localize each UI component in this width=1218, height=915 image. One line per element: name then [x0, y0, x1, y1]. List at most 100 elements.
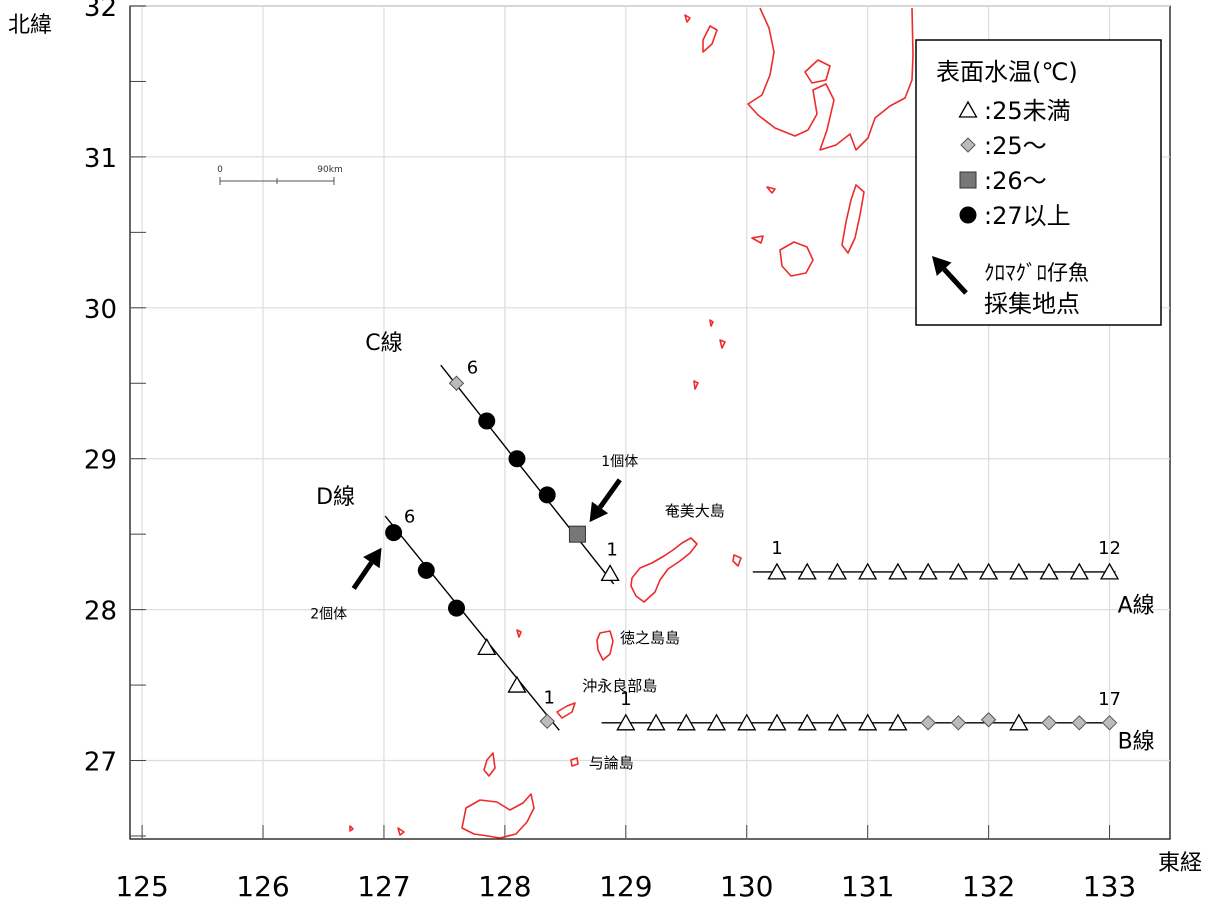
survey-line-B線: B線 1 17	[601, 689, 1155, 754]
line-start-station-label: 1	[606, 539, 617, 560]
line-name-label: B線	[1118, 729, 1155, 754]
legend-box	[915, 39, 1162, 326]
station-marker-triangle	[1009, 713, 1029, 731]
transect-line	[384, 515, 560, 731]
station-marker-circle	[959, 206, 977, 224]
axis-labels: 125 126 127 128 129 130 131 132 133272829303132北…	[8, 0, 1202, 903]
survey-line-D線: D線 1 6	[316, 485, 560, 731]
station-marker-circle	[417, 561, 435, 579]
arrow-head	[363, 547, 382, 569]
station-marker-triangle	[858, 562, 878, 580]
transect-line	[440, 364, 615, 585]
line-start-station-label: 1	[543, 687, 554, 708]
arrow-head	[932, 256, 952, 277]
y-tick-label: 28	[84, 597, 117, 627]
station-marker-triangle	[706, 713, 727, 731]
line-start-station-label: 1	[620, 689, 631, 710]
catch-arrow	[589, 478, 622, 523]
coast-iheya	[516, 629, 522, 638]
station-marker-square	[568, 525, 586, 543]
station-marker-triangle	[646, 713, 666, 731]
line-end-station-label: 6	[467, 357, 478, 378]
station-marker-triangle	[767, 562, 787, 580]
station-marker-triangle	[827, 713, 848, 731]
y-tick-label: 30	[84, 295, 117, 325]
station-marker-triangle	[737, 713, 757, 731]
station-marker-triangle	[1009, 562, 1029, 580]
station-marker-triangle	[948, 562, 968, 580]
legend-item-label: :27以上	[984, 202, 1071, 230]
coast-tanegashima	[841, 184, 865, 254]
arrow-shaft	[351, 561, 374, 590]
scale-bar-start-label: 0	[217, 165, 223, 175]
x-tick-label: 132	[962, 870, 1015, 903]
y-axis-title: 北緯	[8, 13, 52, 38]
coast-ie	[397, 827, 405, 836]
island-label: 与論島	[589, 754, 634, 772]
island-label: 沖永良部島	[582, 677, 657, 695]
station-marker-triangle	[888, 562, 908, 580]
coast-tokara-c	[709, 319, 714, 327]
y-tick-label: 29	[84, 446, 117, 476]
legend-arrow	[932, 256, 968, 295]
survey-lines: A線 1 12 B線 1 17 C線 1 6 D線 1 6 1個体 2個体	[310, 331, 1154, 754]
grid	[130, 5, 1170, 839]
coast-tokunoshima	[596, 630, 614, 661]
station-marker-triangle	[507, 675, 527, 693]
line-end-station-label: 12	[1098, 538, 1121, 559]
coast-okinawa-north	[483, 752, 496, 777]
station-marker-triangle	[767, 713, 787, 731]
line-name-label: C線	[365, 331, 402, 356]
catch-count-label: 1個体	[601, 454, 638, 470]
coast-mishima	[766, 186, 776, 194]
station-marker-circle	[478, 412, 496, 430]
coast-okinoerabu	[556, 702, 576, 719]
x-tick-label: 126	[236, 870, 289, 903]
catch-count-label: 2個体	[310, 606, 347, 622]
x-tick-label: 133	[1083, 870, 1136, 903]
coast-amami	[630, 537, 698, 603]
x-axis-title: 東経	[1158, 851, 1202, 876]
x-tick-label: 129	[599, 870, 652, 903]
x-tick-label: 127	[357, 870, 410, 903]
scale-bar: 0 90km	[217, 165, 343, 185]
catch-point: 2個体	[310, 547, 382, 622]
x-tick-label: 128	[478, 870, 531, 903]
arrow-shaft	[597, 478, 622, 509]
coast-kuchinoerabu	[751, 235, 764, 244]
coast-tokara-a	[719, 339, 726, 349]
station-marker-circle	[385, 524, 403, 542]
station-marker-square	[959, 171, 977, 189]
y-tick-label: 32	[84, 0, 117, 23]
catch-arrow	[351, 547, 382, 590]
legend-title: 表面水温(℃)	[936, 58, 1078, 86]
station-marker-diamond	[1101, 715, 1118, 731]
y-tick-label: 31	[84, 144, 117, 174]
coast-yoron	[570, 757, 579, 767]
legend-item-label: :25～	[984, 132, 1047, 160]
coast-okinawa	[461, 793, 535, 839]
legend-item-label: :26～	[984, 167, 1047, 195]
station-marker-diamond	[1041, 715, 1057, 731]
line-name-label: A線	[1118, 594, 1155, 619]
arrow-head	[589, 501, 609, 523]
coast-koshiki	[702, 25, 718, 53]
survey-line-A線: A線 1 12	[752, 538, 1155, 619]
coast-kikai	[732, 554, 742, 567]
station-marker-triangle	[1099, 562, 1120, 580]
station-marker-diamond	[980, 712, 997, 728]
coast-osumi	[804, 59, 831, 84]
station-marker-triangle	[827, 562, 848, 580]
x-tick-label: 125	[115, 870, 168, 903]
coast-danjo	[684, 14, 691, 23]
legend-arrow-label-line1: ｸﾛﾏｸﾞﾛ仔魚	[984, 261, 1089, 285]
station-marker-triangle	[1039, 562, 1059, 580]
station-marker-triangle	[616, 713, 636, 731]
coast-satsuma	[747, 7, 914, 151]
coastline	[349, 7, 914, 839]
station-marker-triangle	[676, 713, 696, 731]
station-marker-diamond	[960, 137, 976, 153]
